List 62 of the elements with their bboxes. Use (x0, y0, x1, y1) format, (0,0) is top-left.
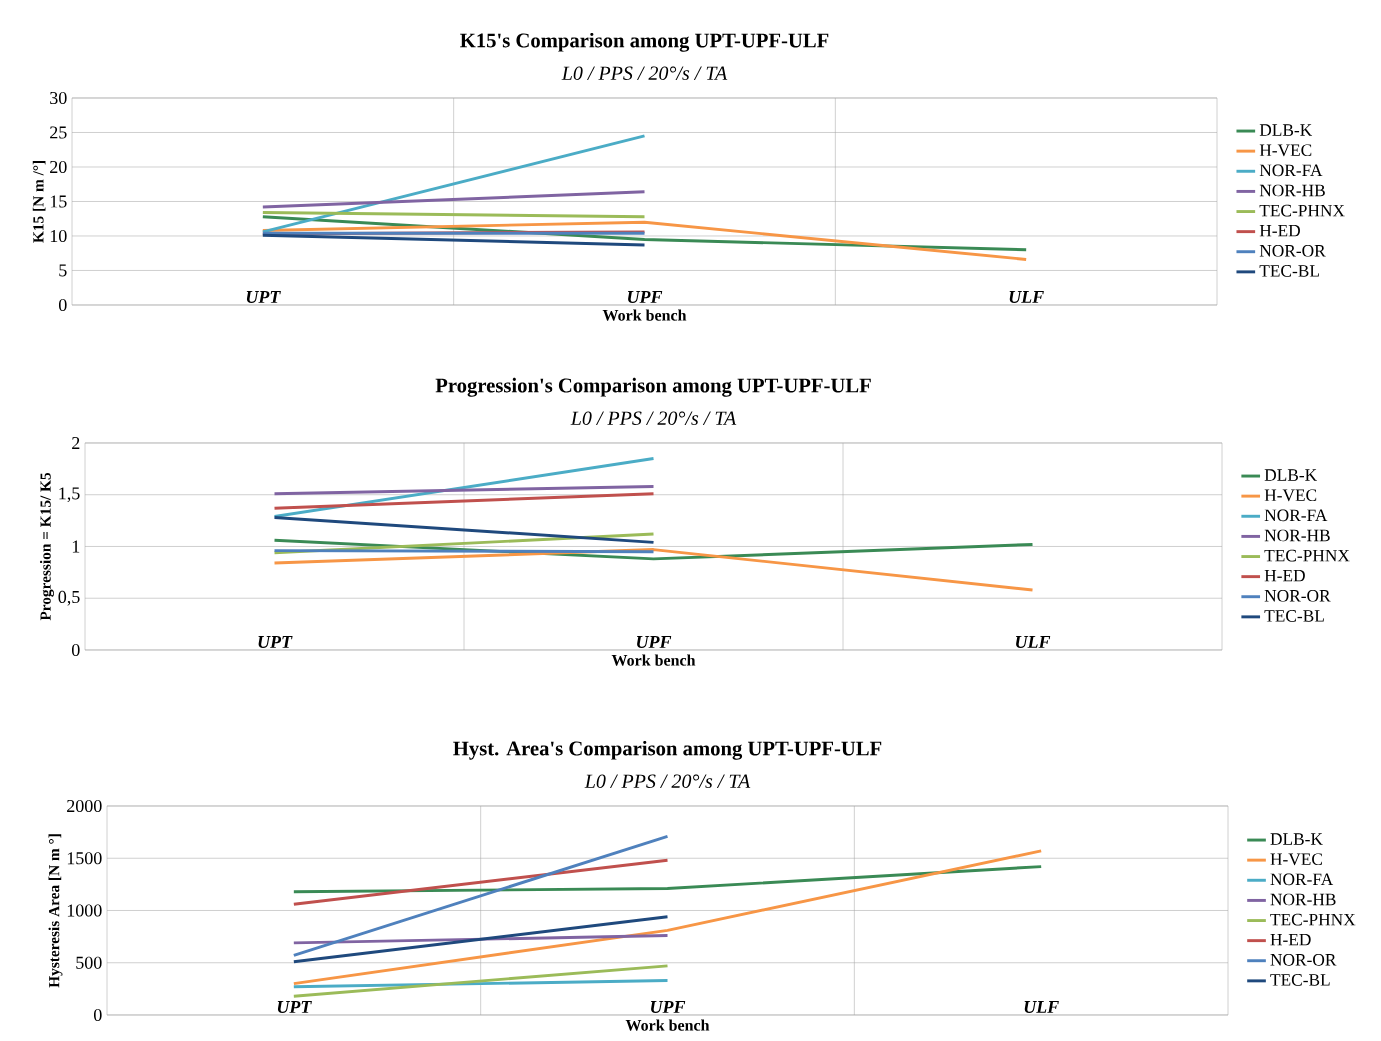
chart-subtitle: L0 / PPS / 20°/s / TA (561, 66, 728, 80)
legend-label: DLB-K (1264, 469, 1317, 481)
y-tick-label: 2000 (67, 799, 102, 813)
chart-title: Hyst. Area's Comparison among UPT-UPF-ULF (453, 740, 882, 760)
y-tick-label: 1000 (67, 904, 102, 917)
legend-label: TEC-PHNX (1264, 549, 1350, 562)
legend-label: NOR-HB (1270, 893, 1336, 906)
x-tick-label: ULF (1009, 291, 1044, 303)
legend-label: NOR-OR (1264, 589, 1331, 602)
y-tick-label: 2 (72, 437, 80, 449)
y-axis-title: Progression = K15/ K5 (39, 472, 54, 621)
y-axis-title: K15 [N m /°] (32, 161, 46, 243)
legend-label: NOR-FA (1259, 164, 1323, 177)
chart-subtitle: L0 / PPS / 20°/s / TA (584, 774, 751, 788)
x-tick-label: ULF (1015, 636, 1051, 648)
legend-label: H-VEC (1270, 853, 1322, 866)
legend-label: H-VEC (1259, 144, 1312, 157)
y-tick-label: 25 (50, 126, 67, 139)
legend-label: TEC-PHNX (1259, 204, 1345, 217)
x-tick-label: UPT (277, 1001, 312, 1013)
legend-label: NOR-FA (1270, 873, 1334, 886)
y-tick-label: 20 (50, 160, 67, 174)
chart-title: K15's Comparison among UPT-UPF-ULF (460, 32, 829, 52)
y-tick-label: 0 (93, 1008, 102, 1022)
y-tick-label: 5 (59, 264, 67, 277)
legend-label: NOR-HB (1259, 184, 1325, 197)
chart-subtitle: L0 / PPS / 20°/s / TA (570, 411, 737, 425)
legend-label: H-VEC (1264, 489, 1317, 502)
legend-label: TEC-BL (1259, 265, 1319, 277)
x-tick-label: UPF (636, 636, 672, 648)
x-tick-label: UPT (258, 636, 293, 648)
y-tick-label: 1500 (67, 852, 102, 865)
y-tick-label: 30 (50, 91, 67, 105)
legend-label: H-ED (1259, 224, 1300, 237)
legend-label: NOR-FA (1264, 509, 1328, 522)
chart-title: Progression's Comparison among UPT-UPF-ULF (435, 377, 871, 397)
y-tick-label: 0,5 (58, 590, 80, 606)
x-axis-title: Work bench (602, 309, 687, 321)
y-tick-label: 500 (76, 956, 102, 969)
y-tick-label: 0 (58, 298, 67, 312)
legend-label: DLB-K (1270, 833, 1323, 845)
y-tick-label: 1,5 (59, 487, 80, 503)
y-axis-title: Hysteresis Area [N m °] (48, 834, 63, 988)
legend-label: NOR-OR (1259, 244, 1326, 257)
x-tick-label: UPF (650, 1001, 686, 1013)
x-axis-title: Work bench (625, 1019, 710, 1031)
y-tick-label: 0 (71, 643, 80, 657)
legend-label: TEC-BL (1264, 610, 1324, 622)
legend-label: H-ED (1264, 569, 1305, 582)
x-tick-label: UPT (246, 291, 281, 303)
legend-label: TEC-BL (1270, 974, 1330, 986)
x-tick-label: UPF (627, 291, 663, 303)
legend-label: H-ED (1270, 933, 1311, 946)
x-tick-label: ULF (1024, 1001, 1059, 1013)
legend-label: TEC-PHNX (1270, 913, 1356, 926)
y-tick-label: 1 (72, 540, 80, 553)
legend-label: DLB-K (1259, 124, 1313, 136)
y-tick-label: 15 (50, 195, 67, 208)
legend-label: NOR-OR (1270, 953, 1337, 966)
legend-label: NOR-HB (1264, 529, 1330, 542)
y-tick-label: 10 (50, 229, 67, 243)
x-axis-title: Work bench (611, 654, 696, 666)
